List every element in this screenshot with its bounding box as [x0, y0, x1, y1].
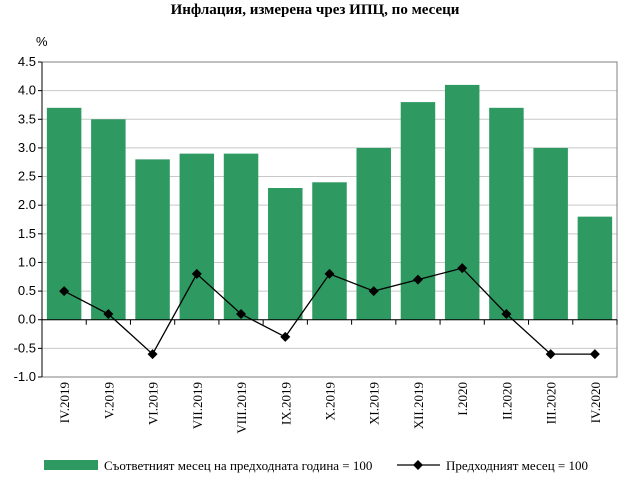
bar: [135, 159, 170, 320]
y-tick-label: 0.5: [18, 283, 36, 298]
bar: [179, 153, 215, 320]
bar: [444, 84, 480, 320]
bar: [577, 216, 613, 320]
y-tick-label: -0.5: [14, 340, 36, 355]
line-point: [457, 263, 468, 274]
y-tick-label: 0.0: [18, 312, 36, 327]
bar: [533, 147, 568, 320]
line-point: [412, 274, 423, 285]
x-tick-label: VI.2019: [146, 382, 161, 425]
bar: [46, 107, 82, 320]
line-point: [501, 309, 512, 319]
x-tick-label: XII.2019: [411, 382, 426, 429]
x-tick-labels: IV.2019 V.2019 VI.2019 VII.2019 VIII.2019 IX.…: [57, 382, 603, 434]
bar: [312, 182, 347, 320]
line-point: [59, 286, 70, 297]
legend-line-label: Предходният месец = 100: [446, 458, 588, 473]
line-point: [236, 309, 247, 319]
line-point: [545, 349, 556, 360]
bar: [489, 107, 524, 320]
line-point: [589, 349, 600, 360]
bar-series: [46, 84, 613, 320]
y-tick-label: 4.5: [18, 54, 36, 69]
line-point: [280, 331, 291, 342]
y-tick-labels: 4.5 4.0 3.5 3.0 2.5 2.0 1.5 1.0 0.5 0.0 -0.5 -1.0: [14, 54, 36, 384]
y-tick-label: 1.0: [18, 254, 36, 269]
x-tick-label: IX.2019: [278, 382, 293, 425]
line-point: [147, 349, 158, 360]
chart-title: Инфлация, измерена чрез ИПЦ, по месеци: [170, 2, 460, 18]
line-point: [324, 268, 335, 279]
y-axis-unit-label: %: [36, 34, 48, 49]
bar: [400, 102, 436, 320]
y-tick-label: 3.5: [18, 111, 36, 126]
x-tick-label: IV.2019: [57, 382, 72, 423]
line-point: [191, 268, 202, 279]
x-tick-label: II.2020: [499, 382, 514, 420]
bar: [91, 119, 126, 320]
legend-diamond-marker: [413, 460, 423, 470]
y-tick-label: 1.5: [18, 226, 36, 241]
x-tick-label: IV.2020: [588, 382, 603, 423]
x-tick-label: VIII.2019: [234, 382, 249, 434]
x-tick-label: III.2020: [544, 382, 559, 424]
x-tick-label: V.2019: [101, 382, 116, 419]
y-tick-label: 2.5: [18, 169, 36, 184]
x-tick-label: I.2020: [455, 382, 470, 416]
y-tick-label: 3.0: [18, 140, 36, 155]
line-series: [59, 263, 600, 360]
line-point: [368, 286, 379, 297]
x-tick-label: X.2019: [323, 382, 338, 421]
y-tick-label: 4.0: [18, 83, 36, 98]
x-tick-label: XI.2019: [367, 382, 382, 425]
y-tick-label: 2.0: [18, 197, 36, 212]
y-tick-label: -1.0: [14, 369, 36, 384]
bar: [223, 153, 259, 320]
legend-bar-swatch: [44, 460, 98, 470]
x-tick-label: VII.2019: [190, 382, 205, 429]
legend: Съответният месец на предходната година …: [44, 458, 588, 473]
legend-bar-label: Съответният месец на предходната година …: [104, 458, 372, 473]
axes: [41, 61, 618, 378]
line-point: [103, 309, 114, 319]
bar: [268, 188, 303, 320]
